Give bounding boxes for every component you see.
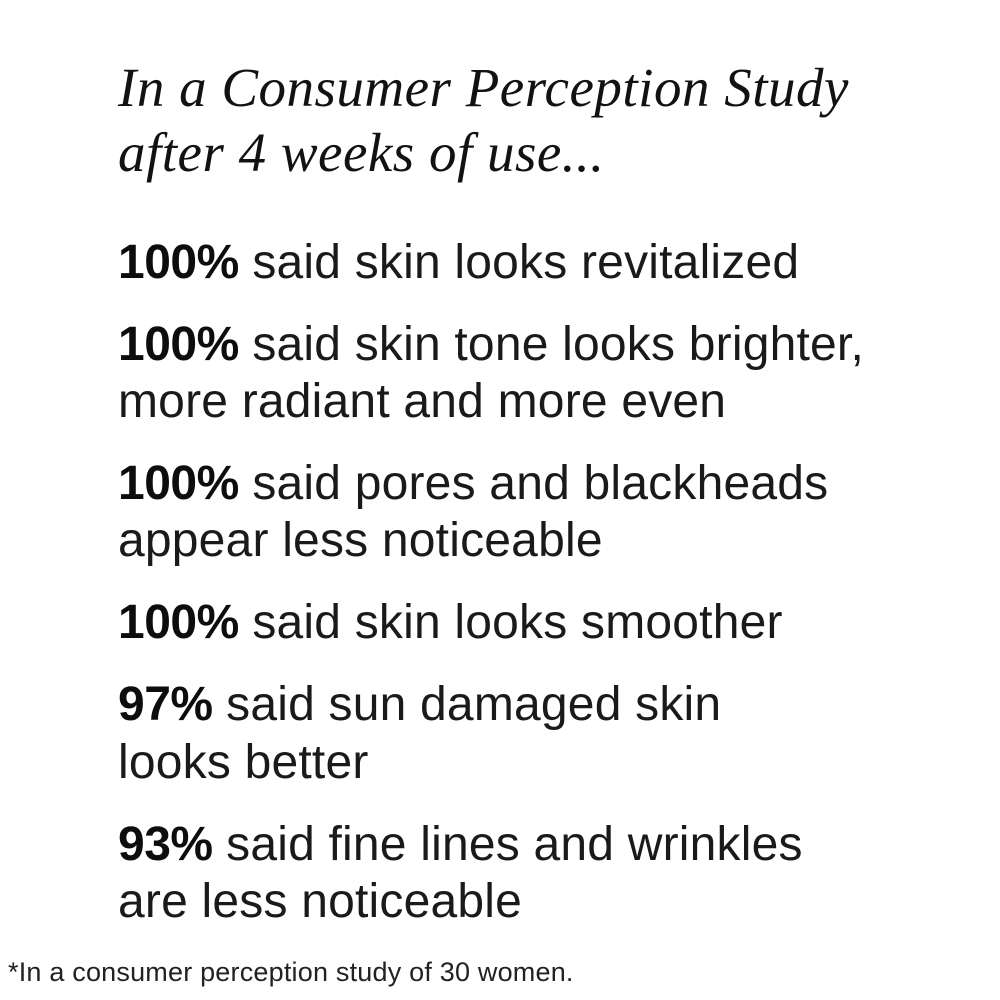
stat-item-revitalized: 100% said skin looks revitalized xyxy=(118,234,980,291)
content-area: In a Consumer Perception Study after 4 w… xyxy=(118,56,980,955)
stat-item-fine-lines: 93% said fine lines and wrinkles are les… xyxy=(118,816,980,930)
stat-percent: 100% xyxy=(118,457,239,511)
stat-item-smoother: 100% said skin looks smoother xyxy=(118,594,980,651)
stat-item-brighter: 100% said skin tone looks brighter, more… xyxy=(118,316,980,430)
stat-percent: 100% xyxy=(118,317,239,371)
stat-description: said skin tone looks brighter, more radi… xyxy=(118,317,864,428)
stat-description: said skin looks smoother xyxy=(252,596,783,650)
stat-percent: 97% xyxy=(118,678,213,732)
stat-description: said skin looks revitalized xyxy=(252,235,800,289)
stat-description: said pores and blackheads appear less no… xyxy=(118,457,829,568)
study-footnote: *In a consumer perception study of 30 wo… xyxy=(8,957,574,987)
stat-description: said sun damaged skin looks better xyxy=(118,678,722,789)
study-headline: In a Consumer Perception Study after 4 w… xyxy=(118,57,849,183)
stat-percent: 100% xyxy=(118,235,239,289)
stat-item-sun-damage: 97% said sun damaged skin looks better xyxy=(118,676,980,790)
stat-description: said fine lines and wrinkles are less no… xyxy=(118,817,803,928)
stat-percent: 100% xyxy=(118,596,239,650)
stat-item-pores: 100% said pores and blackheads appear le… xyxy=(118,455,980,569)
stat-percent: 93% xyxy=(118,817,213,871)
